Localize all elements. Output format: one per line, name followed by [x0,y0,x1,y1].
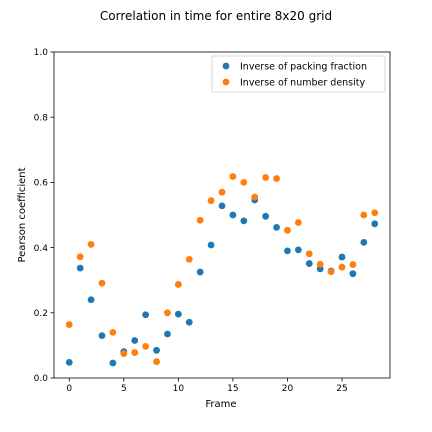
data-point-series-1 [349,270,357,278]
data-point-series-2 [360,211,368,219]
data-point-series-1 [142,311,150,319]
legend-marker-series-2 [222,78,230,86]
data-point-series-1 [294,246,302,254]
data-point-series-2 [185,255,193,263]
data-point-series-1 [196,268,204,276]
data-point-series-2 [262,174,270,181]
data-point-series-1 [240,217,248,225]
data-point-series-2 [316,260,324,268]
data-point-series-2 [273,175,280,182]
data-point-series-2 [284,226,291,234]
data-point-series-2 [65,321,73,328]
data-point-series-2 [196,216,204,224]
x-tick-label: 15 [227,384,238,394]
data-point-series-1 [338,253,346,261]
axes: 0 5 10 15 20 25 0.0 0.2 0.4 0.6 0.8 1.0 [34,48,391,394]
plot-area [65,173,379,367]
data-point-series-1 [262,212,270,220]
y-tick-label: 0.8 [34,113,49,123]
y-tick-label: 0.6 [34,179,49,189]
data-point-series-1 [218,202,226,210]
legend-marker-series-1 [222,62,230,70]
legend: Inverse of packing fraction Inverse of nu… [211,55,386,93]
data-point-series-2 [164,309,171,317]
data-point-series-2 [153,358,160,366]
data-point-series-2 [349,261,357,268]
data-point-series-1 [207,241,215,249]
x-tick-label: 10 [173,384,185,394]
data-point-series-2 [294,219,302,226]
data-point-series-2 [338,263,346,271]
data-point-series-1 [65,358,73,366]
data-point-series-1 [98,332,106,340]
data-point-series-2 [174,281,182,288]
x-axis-label: Frame [205,399,236,410]
data-point-series-1 [153,346,160,354]
data-point-series-2 [109,328,117,336]
data-point-series-2 [251,193,259,201]
data-point-series-1 [174,310,182,318]
data-point-series-1 [229,211,237,219]
data-point-series-1 [164,330,171,338]
chart-title: Correlation in time for entire 8x20 grid [100,9,332,23]
data-point-series-1 [185,318,193,326]
legend-box [211,55,386,93]
data-point-series-2 [142,342,150,350]
data-point-series-1 [87,296,95,304]
y-tick-label: 0.4 [34,244,49,254]
data-point-series-2 [229,173,237,180]
data-point-series-1 [371,220,379,228]
data-point-series-1 [76,264,84,272]
x-tick-label: 0 [66,384,72,394]
data-point-series-1 [360,238,368,246]
data-point-series-2 [218,188,226,196]
data-point-series-2 [327,268,335,276]
data-point-series-2 [207,197,215,205]
data-point-series-1 [284,247,291,255]
data-point-series-2 [131,349,139,356]
data-point-series-2 [120,350,128,357]
legend-label-series-1: Inverse of packing fraction [240,61,367,72]
data-point-series-2 [76,253,84,261]
y-tick-label: 0.0 [34,374,49,384]
data-point-series-1 [273,223,280,231]
data-point-series-2 [240,179,248,186]
x-tick-label: 25 [336,384,347,394]
data-point-series-2 [98,279,106,287]
plot-frame [53,51,391,379]
x-tick-label: 20 [282,384,294,394]
data-point-series-2 [87,240,95,248]
data-point-series-1 [131,337,139,344]
legend-label-series-2: Inverse of number density [240,77,365,88]
data-point-series-1 [305,260,313,267]
data-point-series-1 [109,359,117,367]
y-axis-label: Pearson coefficient [17,167,28,262]
data-point-series-2 [305,250,313,258]
y-tick-label: 1.0 [34,48,49,58]
x-tick-label: 5 [121,384,127,394]
y-tick-label: 0.2 [34,309,48,319]
data-point-series-2 [371,209,379,217]
